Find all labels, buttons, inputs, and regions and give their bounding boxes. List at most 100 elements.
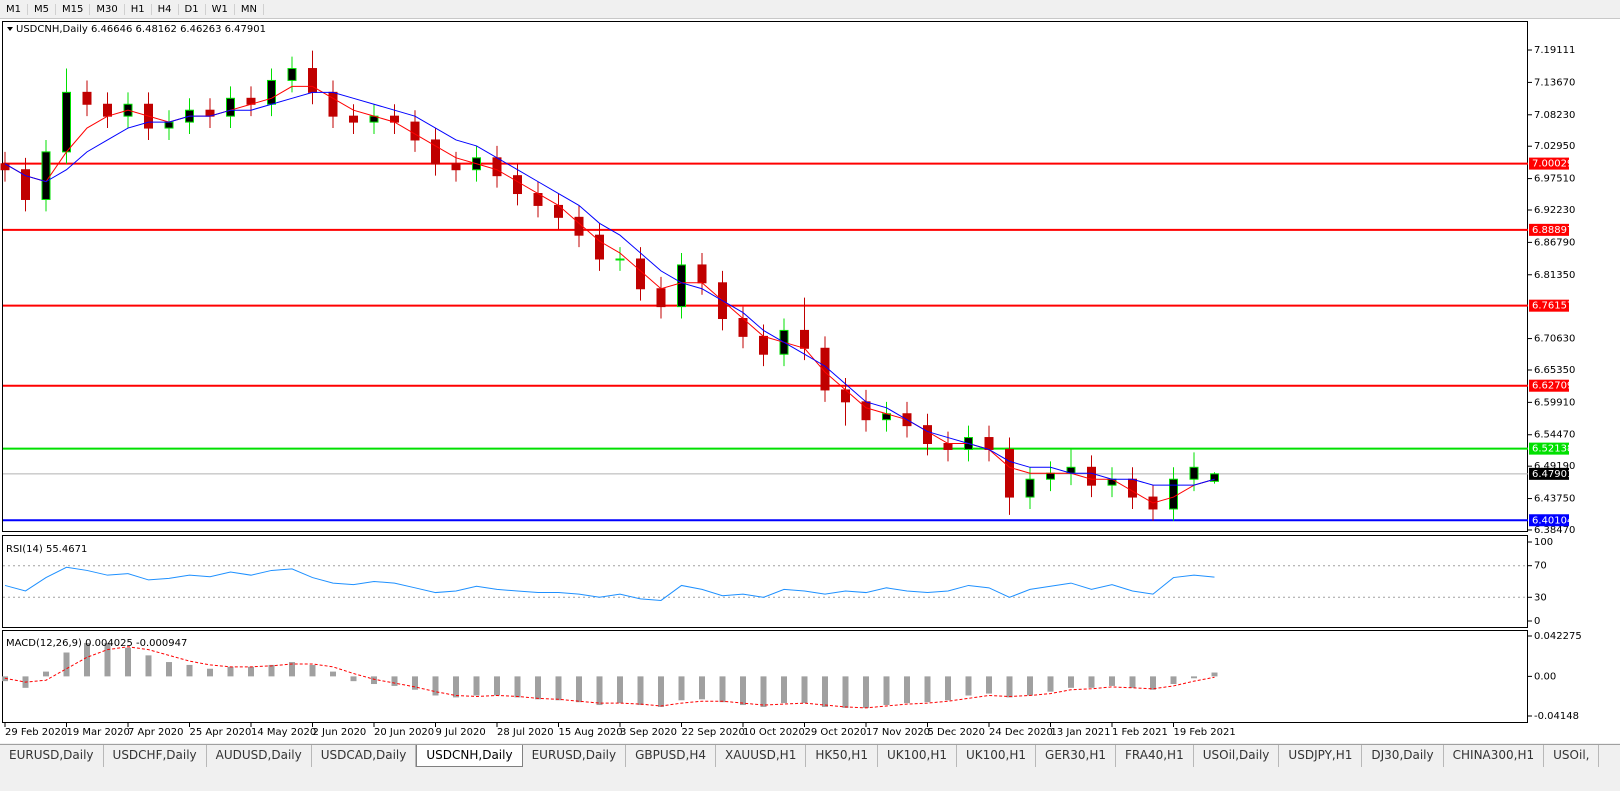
timeframe-button[interactable]: H1 <box>125 3 152 15</box>
candle-body <box>1046 472 1055 480</box>
chart-background <box>0 19 1620 743</box>
x-tick-label: 29 Oct 2020 <box>805 727 867 738</box>
timeframe-button[interactable]: H4 <box>152 3 179 15</box>
candle-body <box>1087 466 1096 486</box>
candle-body <box>349 115 358 123</box>
symbol-tab[interactable]: AUDUSD,Daily <box>207 745 312 767</box>
level-label: 6.88897 <box>1532 225 1573 236</box>
symbol-tabs: EURUSD,Daily USDCHF,Daily AUDUSD,Daily USDC… <box>0 744 1620 767</box>
candle-body <box>1210 473 1219 482</box>
symbol-tab[interactable]: DJ30,Daily <box>1362 745 1444 767</box>
level-label-box <box>1529 442 1569 455</box>
x-tick-label: 9 Jul 2020 <box>436 727 486 738</box>
candle-body <box>1189 466 1199 480</box>
x-tick-label: 14 May 2020 <box>251 727 316 738</box>
y-tick-label: 7.02950 <box>1534 141 1575 152</box>
symbol-tab[interactable]: USOil,Daily <box>1194 745 1280 767</box>
y-tick-label: 6.59910 <box>1534 397 1575 408</box>
x-tick-label: 24 Dec 2020 <box>989 727 1053 738</box>
y-tick-label: 6.38470 <box>1534 525 1575 536</box>
level-label-box <box>1529 379 1569 392</box>
symbol-tab[interactable]: GER30,H1 <box>1036 745 1116 767</box>
symbol-tab[interactable]: EURUSD,Daily <box>523 745 627 767</box>
symbol-tab[interactable]: EURUSD,Daily <box>0 745 104 767</box>
y-tick-label: 6.86790 <box>1534 237 1575 248</box>
x-tick-label: 1 Feb 2021 <box>1112 727 1168 738</box>
candle-body <box>226 97 235 117</box>
candle-body <box>103 103 112 117</box>
candle-body <box>595 234 604 260</box>
symbol-tab[interactable]: USOil, <box>1544 745 1600 767</box>
symbol-tab[interactable]: USDCHF,Daily <box>104 745 207 767</box>
timeframe-button[interactable]: M15 <box>56 3 91 15</box>
y-tick-label: 6.81350 <box>1534 270 1575 281</box>
candle-body <box>800 329 809 349</box>
symbol-tab[interactable]: UK100,H1 <box>957 745 1037 767</box>
panel-title: MACD(12,26,9) 0.004025 -0.000947 <box>6 638 187 649</box>
candle-body <box>0 163 10 171</box>
level-label-box <box>1529 223 1569 236</box>
level-label-box <box>1529 299 1569 312</box>
y-tick-label: 7.13670 <box>1534 77 1575 88</box>
y-tick-label: 30 <box>1534 592 1547 603</box>
x-tick-label: 10 Oct 2020 <box>743 727 805 738</box>
symbol-tab[interactable]: FRA40,H1 <box>1116 745 1194 767</box>
symbol-tab[interactable]: XAUUSD,H1 <box>716 745 807 767</box>
y-tick-label: 6.97510 <box>1534 174 1575 185</box>
level-label-box <box>1529 467 1569 480</box>
candle-body <box>451 163 461 171</box>
timeframe-button[interactable]: M1 <box>0 3 28 15</box>
x-tick-label: 15 Aug 2020 <box>559 727 623 738</box>
timeframe-button[interactable]: W1 <box>206 3 235 15</box>
symbol-tab[interactable]: CHINA300,H1 <box>1444 745 1545 767</box>
y-tick-label: 100 <box>1534 537 1553 548</box>
candle-body <box>615 258 625 261</box>
level-label: 6.47901 <box>1532 469 1573 480</box>
y-tick-label: -0.04148 <box>1534 711 1579 722</box>
candle-body <box>1128 478 1137 498</box>
x-tick-label: 3 Sep 2020 <box>620 727 677 738</box>
y-tick-label: 0 <box>1534 616 1540 627</box>
candle-body <box>1025 478 1035 498</box>
candle-body <box>82 91 92 105</box>
timeframe-button[interactable]: M5 <box>28 3 56 15</box>
candle-body <box>1107 478 1117 486</box>
symbol-tab[interactable]: USDJPY,H1 <box>1279 745 1363 767</box>
level-label: 6.76157 <box>1532 301 1573 312</box>
candle-body <box>62 91 71 153</box>
x-tick-label: 13 Jan 2021 <box>1051 727 1111 738</box>
candle-body <box>943 442 953 450</box>
y-tick-label: 0.00 <box>1534 671 1556 682</box>
level-label: 6.52138 <box>1532 444 1573 455</box>
level-label: 6.62709 <box>1532 381 1573 392</box>
y-tick-label: 6.43750 <box>1534 494 1575 505</box>
candle-body <box>513 175 522 195</box>
chart-window: 7.19111 7.13670 7.08230 7.02950 6.97510 6.922… <box>0 19 1620 746</box>
signal-line <box>4 646 1215 709</box>
rsi-panel-frame <box>2 535 1528 628</box>
y-tick-label: 70 <box>1534 561 1547 572</box>
candle-body <box>410 121 420 141</box>
candle-body <box>308 68 317 93</box>
y-tick-label: 6.92230 <box>1534 205 1575 216</box>
x-tick-label: 5 Dec 2020 <box>928 727 986 738</box>
collapse-triangle <box>7 27 13 31</box>
candle-body <box>923 425 932 444</box>
y-tick-label: 0.042275 <box>1534 631 1582 642</box>
symbol-tab[interactable]: USDCNH,Daily <box>416 745 523 767</box>
timeframe-button[interactable]: D1 <box>179 3 206 15</box>
candle-body <box>164 121 174 129</box>
symbol-tab[interactable]: GBPUSD,H4 <box>626 745 716 767</box>
panel-title: RSI(14) 55.4671 <box>6 544 87 555</box>
symbol-tab[interactable]: USDCAD,Daily <box>312 745 417 767</box>
symbol-tab[interactable]: HK50,H1 <box>806 745 878 767</box>
level-label-box <box>1529 157 1569 170</box>
x-tick-label: 2 Jun 2020 <box>313 727 367 738</box>
symbol-tab[interactable]: UK100,H1 <box>878 745 957 767</box>
candle-body <box>431 139 440 165</box>
timeframe-button[interactable]: MN <box>235 3 264 15</box>
y-tick-label: 6.65350 <box>1534 365 1575 376</box>
x-tick-label: 19 Feb 2021 <box>1174 727 1236 738</box>
timeframe-button[interactable]: M30 <box>90 3 125 15</box>
